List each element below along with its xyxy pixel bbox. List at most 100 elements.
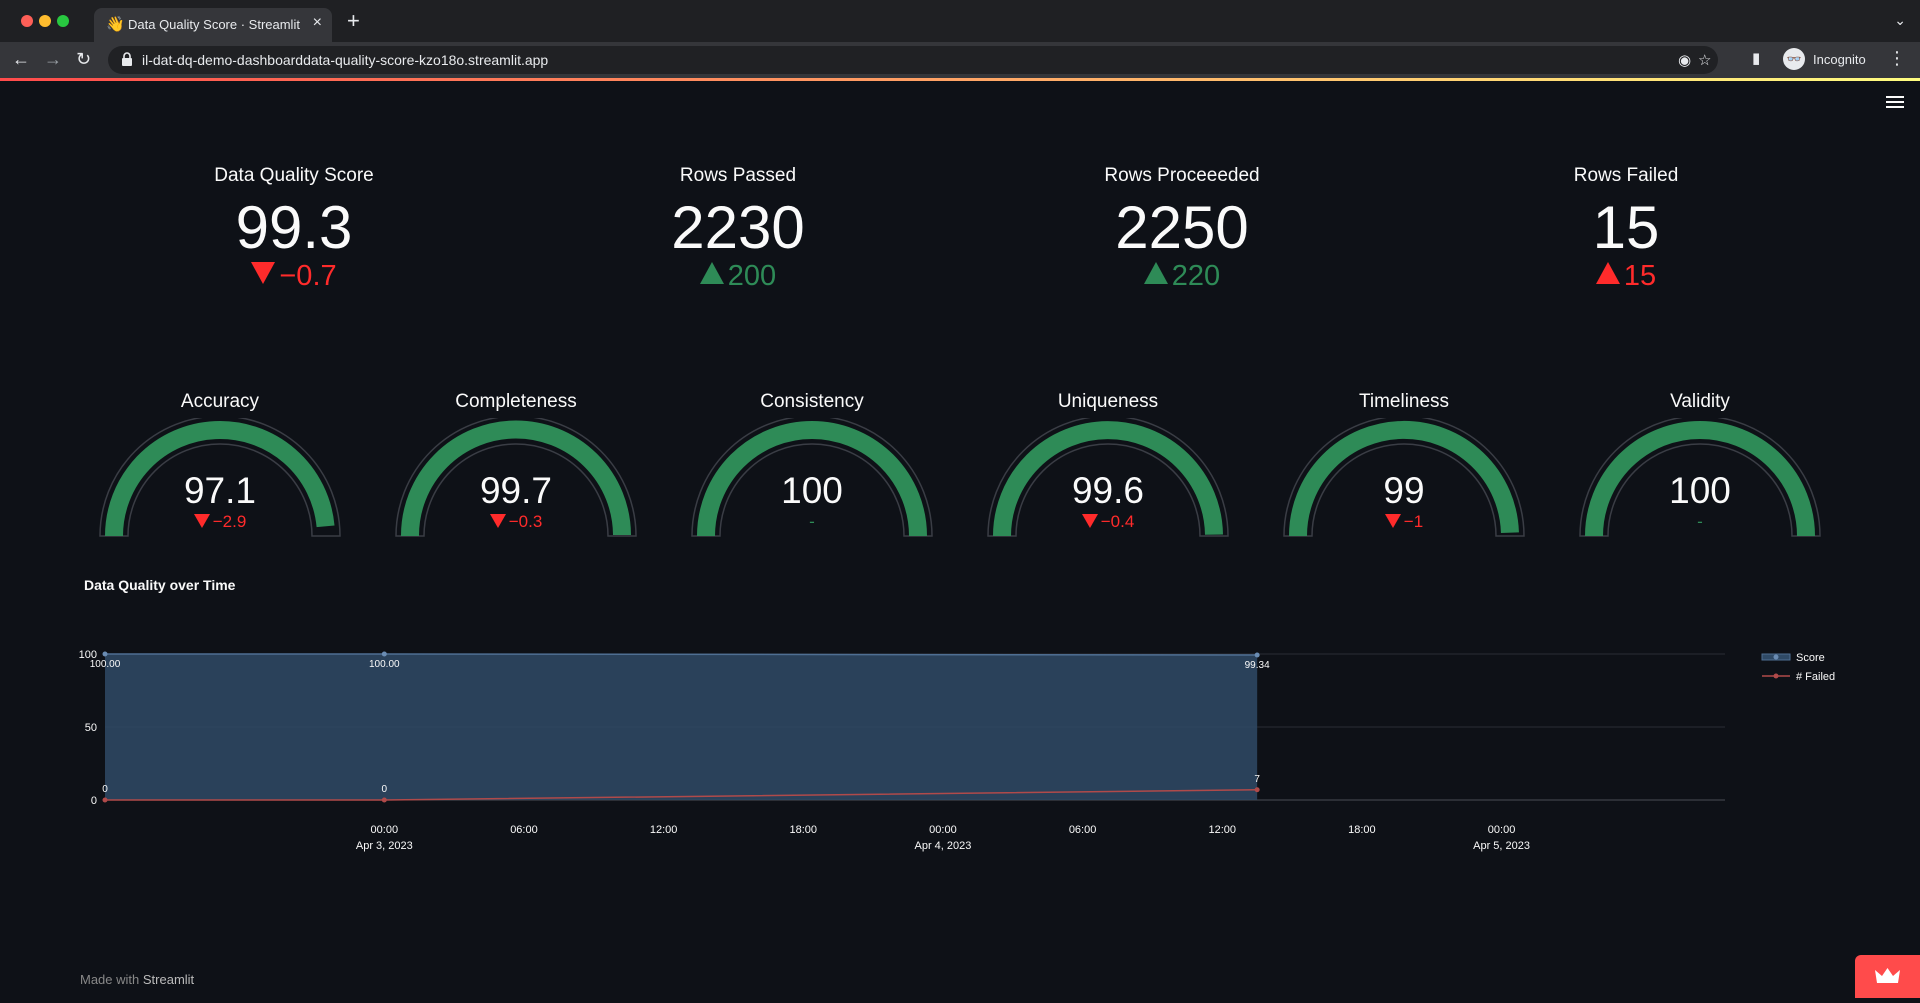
- metric-data-quality-score: Data Quality Score 99.3 −0.7: [134, 165, 454, 291]
- gauge-delta: −0.3: [386, 512, 646, 532]
- gauge-label: Validity: [1670, 391, 1730, 412]
- gauge-value: 100: [781, 470, 843, 511]
- chart-title: Data Quality over Time: [84, 577, 236, 593]
- gauge-label: Uniqueness: [1057, 391, 1159, 412]
- metric-label: Rows Passed: [679, 165, 797, 186]
- metric-value: 2230: [671, 194, 805, 261]
- browser-tab[interactable]: 👋 Data Quality Score · Streamlit ×: [94, 8, 332, 42]
- gauge-track: [1579, 418, 1821, 537]
- gauge-value-arc: [697, 421, 927, 537]
- gauge-delta: -: [1697, 512, 1703, 531]
- x-tick-label: 18:00: [790, 824, 818, 836]
- arrow-down-icon: [251, 262, 276, 284]
- gauge-dial: [99, 418, 341, 537]
- score-data-label: 100.00: [90, 659, 121, 670]
- address-bar[interactable]: il-dat-dq-demo-dashboarddata-quality-sco…: [108, 46, 1718, 74]
- gauge-label: Accuracy: [180, 391, 260, 412]
- gauge-dial: [987, 418, 1229, 537]
- streamlit-crown-icon: [1875, 968, 1900, 983]
- legend-label[interactable]: Score: [1796, 652, 1825, 664]
- close-window-icon[interactable]: [21, 15, 33, 27]
- failed-point[interactable]: [381, 797, 387, 803]
- legend-marker: [1773, 654, 1779, 660]
- gauge-consistency: Consistency 100 -: [682, 388, 942, 548]
- gauge-validity: Validity 100 -: [1570, 388, 1830, 548]
- gauge-label: Timeliness: [1358, 391, 1450, 412]
- metric-label: Data Quality Score: [214, 165, 374, 186]
- score-point[interactable]: [102, 651, 108, 657]
- failed-data-label: 0: [102, 784, 108, 795]
- waving-hand-icon: 👋: [106, 16, 125, 33]
- streamlit-badge[interactable]: [1855, 955, 1920, 998]
- star-icon[interactable]: ☆: [1698, 52, 1712, 69]
- side-panel-icon[interactable]: ▮: [1752, 50, 1761, 67]
- close-tab-icon[interactable]: ×: [312, 14, 322, 31]
- gauge-value-arc: [105, 421, 335, 537]
- gauge-value-arc: [1585, 421, 1815, 537]
- score-area: [105, 654, 1258, 800]
- browser-toolbar: ← → ↻ il-dat-dq-demo-dashboarddata-quali…: [0, 42, 1920, 78]
- browser-menu-icon[interactable]: ⋮: [1888, 48, 1906, 68]
- legend-label[interactable]: # Failed: [1796, 671, 1835, 683]
- arrow-down-icon: [193, 514, 210, 528]
- x-tick-label: 18:00: [1348, 824, 1376, 836]
- back-icon[interactable]: ←: [12, 49, 30, 69]
- metric-value: 15: [1592, 194, 1660, 261]
- legend-marker: [1773, 673, 1779, 679]
- failed-data-label: 0: [382, 784, 388, 795]
- maximize-window-icon[interactable]: [57, 15, 69, 27]
- quality-over-time-chart[interactable]: 0 50 100 00:00 Apr 3, 2023 06:00 12:00 18:00 00:…: [0, 630, 1920, 870]
- x-tick-label: 12:00: [650, 824, 678, 836]
- score-point[interactable]: [381, 651, 387, 657]
- failed-point[interactable]: [102, 797, 108, 803]
- metric-rows-failed: Rows Failed 15 15: [1466, 165, 1786, 291]
- gauge-delta: −1: [1274, 512, 1534, 532]
- main-menu-icon[interactable]: [1886, 96, 1904, 110]
- chevron-down-icon[interactable]: ⌄: [1894, 12, 1906, 28]
- streamlit-link[interactable]: Streamlit: [142, 972, 195, 987]
- arrow-up-icon: [699, 262, 724, 284]
- x-tick-label: 00:00: [371, 824, 399, 836]
- incognito-profile[interactable]: 👓 Incognito: [1783, 48, 1866, 70]
- metric-delta: 220: [1022, 261, 1342, 291]
- reload-icon[interactable]: ↻: [76, 49, 92, 69]
- gauge-value-arc: [993, 421, 1223, 537]
- score-data-label: 100.00: [369, 659, 400, 670]
- score-point[interactable]: [1254, 652, 1260, 658]
- gauge-dial: [1579, 418, 1821, 537]
- arrow-down-icon: [1081, 514, 1098, 528]
- gauge-dial: [1283, 418, 1525, 537]
- x-tick-label: 06:00: [1069, 824, 1097, 836]
- x-tick-date-label: Apr 4, 2023: [914, 840, 971, 852]
- gauge-track: [395, 418, 637, 537]
- gauge-uniqueness: Uniqueness 99.6 −0.4: [978, 388, 1238, 548]
- gauge-track: [1283, 418, 1525, 537]
- failed-point[interactable]: [1254, 787, 1260, 793]
- new-tab-icon[interactable]: +: [347, 8, 360, 33]
- gauge-label: Consistency: [760, 391, 864, 412]
- eye-off-icon[interactable]: ◉: [1678, 52, 1692, 69]
- gauge-value: 99.6: [1071, 470, 1144, 511]
- gauge-delta: -: [809, 512, 815, 531]
- x-tick-label: 12:00: [1208, 824, 1236, 836]
- gauge-label: Completeness: [455, 391, 577, 412]
- footer: Made with Streamlit: [80, 972, 195, 987]
- gauge-delta: −0.4: [978, 512, 1238, 532]
- metric-label: Rows Proceeeded: [1104, 165, 1260, 186]
- forward-icon[interactable]: →: [44, 49, 62, 69]
- tab-title: Data Quality Score · Streamlit: [128, 17, 300, 32]
- streamlit-decoration-bar: [0, 78, 1920, 81]
- metric-delta: 200: [578, 261, 898, 291]
- x-tick-label: 00:00: [929, 824, 957, 836]
- gauge-dial: [395, 418, 637, 537]
- score-data-label: 99.34: [1245, 660, 1270, 671]
- gauge-value: 97.1: [183, 470, 256, 511]
- minimize-window-icon[interactable]: [39, 15, 51, 27]
- gauge-track: [691, 418, 933, 537]
- arrow-down-icon: [1384, 514, 1401, 528]
- metric-value: 2250: [1115, 194, 1249, 261]
- incognito-icon: 👓: [1783, 48, 1805, 70]
- gauge-track: [99, 418, 341, 537]
- gauge-timeliness: Timeliness 99 −1: [1274, 388, 1534, 548]
- url-text[interactable]: il-dat-dq-demo-dashboarddata-quality-sco…: [142, 52, 549, 68]
